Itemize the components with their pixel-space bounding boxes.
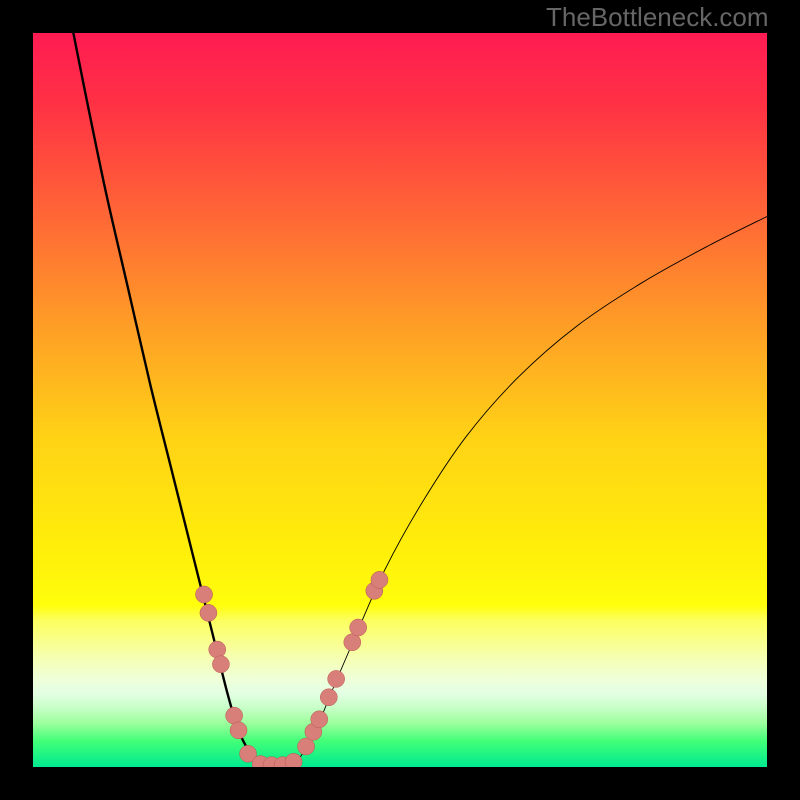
data-marker	[311, 711, 328, 728]
data-marker	[320, 689, 337, 706]
data-marker	[200, 604, 217, 621]
data-marker	[212, 656, 229, 673]
data-marker	[298, 738, 315, 755]
data-marker	[196, 586, 213, 603]
data-marker	[209, 641, 226, 658]
gradient-background	[33, 33, 767, 767]
data-marker	[230, 722, 247, 739]
watermark-text: TheBottleneck.com	[546, 2, 769, 33]
data-marker	[350, 619, 367, 636]
plot-area	[33, 33, 767, 767]
chart-svg	[33, 33, 767, 767]
data-marker	[371, 571, 388, 588]
data-marker	[328, 670, 345, 687]
data-marker	[226, 707, 243, 724]
